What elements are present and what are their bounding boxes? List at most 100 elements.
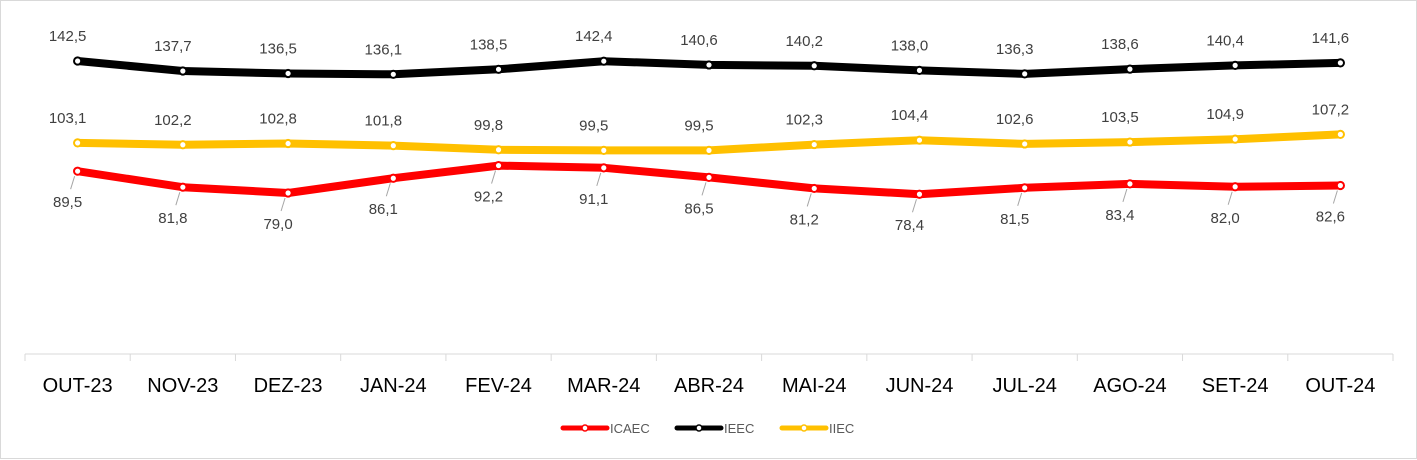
data-label-ieec: 141,6: [1312, 30, 1350, 47]
data-point-iiec: [809, 139, 819, 150]
data-label-ieec: 136,5: [259, 40, 297, 57]
data-point-ieec: [1335, 58, 1345, 68]
data-point-ieec: [1230, 60, 1240, 70]
data-label-iiec: 102,3: [785, 112, 823, 129]
data-label-icaec: 81,2: [790, 211, 819, 228]
legend-item-iiec: IIEC: [779, 421, 854, 436]
data-label-icaec: 82,0: [1211, 210, 1240, 227]
data-point-iiec: [1020, 139, 1030, 149]
data-point-ieec: [599, 56, 609, 66]
data-label-icaec: 81,8: [158, 210, 187, 227]
data-label-ieec: 136,3: [996, 41, 1034, 58]
data-point-ieec: [809, 61, 819, 71]
data-point-icaec: [914, 189, 925, 199]
data-label-icaec: 86,1: [369, 201, 398, 218]
data-point-iiec: [388, 141, 398, 151]
data-point-iiec: [1125, 137, 1135, 147]
data-point-iiec: [493, 145, 504, 155]
data-label-ieec: 138,5: [470, 36, 508, 53]
data-label-icaec: 81,5: [1000, 211, 1029, 228]
data-point-iiec: [178, 140, 188, 150]
data-label-leader-icaec: [911, 199, 917, 213]
x-axis-tick-label: AGO-24: [1093, 375, 1166, 397]
data-label-ieec: 140,6: [680, 32, 718, 49]
x-axis-tick-label: MAI-24: [782, 375, 846, 397]
data-label-leader-icaec: [280, 197, 286, 212]
data-point-icaec: [1230, 182, 1240, 192]
data-point-icaec: [809, 183, 819, 194]
data-point-ieec: [704, 60, 714, 70]
data-label-leader-icaec: [701, 182, 707, 196]
data-label-leader-icaec: [175, 192, 181, 206]
data-label-ieec: 140,2: [785, 33, 823, 50]
legend-label-iiec: IIEC: [829, 421, 854, 436]
data-label-icaec: 78,4: [895, 217, 924, 234]
data-label-icaec: 83,4: [1105, 207, 1134, 224]
legend-marker-ieec: [695, 424, 703, 432]
data-label-leader-icaec: [385, 183, 391, 197]
data-point-iiec: [1335, 129, 1345, 139]
data-label-icaec: 91,1: [579, 191, 608, 208]
data-point-icaec: [73, 166, 83, 176]
data-label-icaec: 89,5: [53, 194, 82, 211]
data-label-leader-icaec: [70, 176, 76, 190]
data-label-leader-icaec: [1122, 188, 1128, 203]
data-point-iiec: [283, 138, 293, 149]
data-point-icaec: [178, 182, 188, 192]
data-point-iiec: [73, 138, 83, 148]
data-point-ieec: [1020, 69, 1030, 79]
data-label-leader-icaec: [1227, 191, 1233, 205]
data-point-iiec: [1230, 134, 1240, 144]
x-axis-tick-label: FEV-24: [465, 375, 532, 397]
data-label-ieec: 140,4: [1206, 32, 1244, 49]
data-point-ieec: [493, 64, 504, 74]
data-label-iiec: 103,1: [49, 110, 87, 127]
data-point-ieec: [283, 68, 293, 79]
data-label-iiec: 102,6: [996, 111, 1034, 128]
legend-item-ieec: IEEC: [674, 421, 754, 436]
data-label-icaec: 92,2: [474, 189, 503, 206]
data-point-icaec: [283, 188, 293, 198]
legend-label-ieec: IEEC: [724, 421, 754, 436]
data-point-iiec: [914, 135, 925, 145]
data-point-ieec: [1125, 64, 1135, 74]
data-label-iiec: 104,9: [1206, 106, 1244, 123]
data-label-iiec: 99,5: [579, 117, 608, 134]
data-point-ieec: [178, 66, 188, 76]
data-label-leader-icaec: [491, 170, 497, 184]
data-label-iiec: 101,8: [365, 113, 403, 130]
data-label-leader-icaec: [596, 172, 602, 186]
data-label-icaec: 82,6: [1316, 209, 1345, 226]
data-point-iiec: [704, 145, 714, 155]
data-label-leader-icaec: [1332, 190, 1338, 204]
data-label-leader-icaec: [806, 193, 812, 207]
series-ieec: 142,5 137,7 136,5 136,1 138,5 142,4 140,6 140,2…: [49, 28, 1350, 79]
x-axis-tick-label: DEZ-23: [254, 375, 323, 397]
x-axis-tick-label: JUN-24: [886, 375, 954, 397]
data-label-ieec: 138,0: [891, 37, 929, 54]
data-point-icaec: [704, 172, 714, 183]
data-point-ieec: [914, 65, 925, 75]
data-label-iiec: 99,5: [684, 117, 713, 134]
data-label-iiec: 107,2: [1312, 101, 1350, 118]
legend-label-icaec: ICAEC: [610, 421, 650, 436]
data-point-icaec: [493, 160, 504, 171]
data-point-icaec: [388, 173, 398, 183]
legend-marker-icaec: [581, 424, 589, 432]
data-point-ieec: [73, 56, 83, 66]
x-axis-tick-label: OUT-24: [1305, 375, 1375, 397]
x-axis-tick-label: ABR-24: [674, 375, 744, 397]
x-axis-tick-label: JUL-24: [992, 375, 1056, 397]
data-label-iiec: 102,8: [259, 111, 297, 128]
data-point-icaec: [1125, 179, 1135, 189]
data-label-iiec: 104,4: [891, 107, 929, 124]
series-iiec: 103,1 102,2 102,8 101,8 99,8 99,5 99,5 102,3 104…: [49, 101, 1350, 155]
data-label-icaec: 79,0: [263, 216, 292, 233]
x-axis-tick-label: OUT-23: [43, 375, 113, 397]
data-point-iiec: [599, 145, 609, 155]
data-label-icaec: 86,5: [684, 200, 713, 217]
data-label-iiec: 103,5: [1101, 109, 1139, 126]
x-axis-tick-label: MAR-24: [567, 375, 640, 397]
